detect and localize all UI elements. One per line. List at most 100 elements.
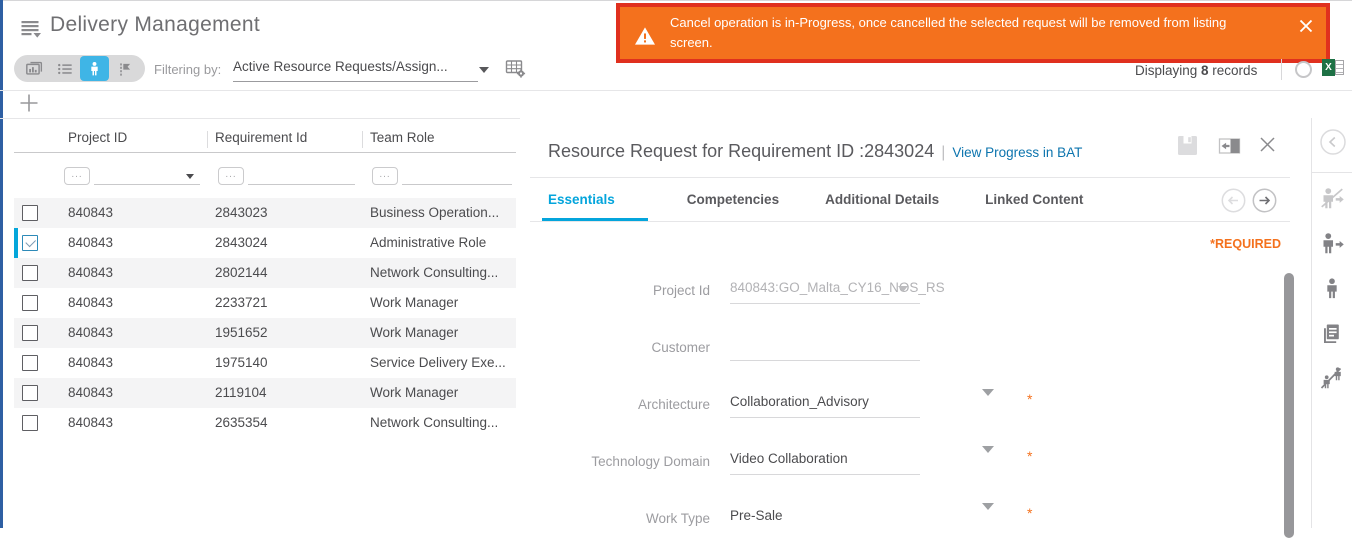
- unassign-resource-icon[interactable]: [1318, 186, 1346, 214]
- project-id-value[interactable]: 840843:GO_Malta_CY16_NOS_RS: [730, 280, 945, 295]
- column-header-team-role[interactable]: Team Role: [370, 130, 435, 145]
- row-checkbox[interactable]: [22, 205, 38, 221]
- tab-linked-content[interactable]: Linked Content: [985, 192, 1084, 207]
- row-checkbox[interactable]: [22, 265, 38, 281]
- add-request-button[interactable]: [18, 92, 40, 114]
- technology-domain-value[interactable]: Video Collaboration: [730, 451, 848, 466]
- table-row[interactable]: 840843 2802144 Network Consulting...: [14, 258, 516, 288]
- replace-resource-icon[interactable]: [1318, 366, 1346, 394]
- field-technology-domain: Technology Domain Video Collaboration *: [530, 436, 1290, 493]
- work-type-value[interactable]: Pre-Sale: [730, 508, 783, 523]
- row-checkbox[interactable]: [22, 355, 38, 371]
- alert-close-icon[interactable]: [1298, 18, 1314, 34]
- field-underline: [730, 417, 920, 418]
- table-row[interactable]: 840843 1975140 Service Delivery Exe...: [14, 348, 516, 378]
- view-progress-link[interactable]: View Progress in BAT: [952, 145, 1083, 160]
- field-architecture: Architecture Collaboration_Advisory *: [530, 379, 1290, 436]
- row-checkbox[interactable]: [22, 415, 38, 431]
- cell-project-id: 840843: [68, 355, 114, 370]
- cell-team-role: Administrative Role: [370, 235, 487, 250]
- list-view-icon[interactable]: [50, 56, 80, 81]
- row-checkbox-checked[interactable]: [22, 235, 38, 251]
- table-row[interactable]: 840843 2119104 Work Manager: [14, 378, 516, 408]
- excel-export-icon[interactable]: X: [1322, 58, 1347, 78]
- row-checkbox[interactable]: [22, 295, 38, 311]
- cell-requirement-id: 2802144: [215, 265, 268, 280]
- table-row[interactable]: 840843 1951652 Work Manager: [14, 318, 516, 348]
- cell-team-role: Network Consulting...: [370, 415, 499, 430]
- work-type-caret-icon[interactable]: [982, 503, 994, 510]
- project-id-filter-input[interactable]: [94, 184, 200, 185]
- view-switcher: [14, 55, 145, 82]
- technology-domain-caret-icon[interactable]: [982, 446, 994, 453]
- table-row[interactable]: 840843 2233721 Work Manager: [14, 288, 516, 318]
- filter-dropdown[interactable]: Active Resource Requests/Assign...: [233, 59, 448, 74]
- architecture-caret-icon[interactable]: [982, 389, 994, 396]
- architecture-value[interactable]: Collaboration_Advisory: [730, 394, 869, 409]
- collapse-panel-icon[interactable]: [1319, 128, 1347, 156]
- panel-scrollbar[interactable]: [1284, 273, 1294, 538]
- project-id-caret-icon[interactable]: [898, 286, 908, 292]
- project-id-filter-caret-icon[interactable]: [186, 174, 194, 179]
- warning-icon: [634, 26, 656, 46]
- table-row-selected[interactable]: 840843 2843024 Administrative Role: [14, 228, 516, 258]
- alert-message: Cancel operation is in-Progress, once ca…: [670, 14, 1227, 50]
- table-row[interactable]: 840843 2843023 Business Operation...: [14, 198, 516, 228]
- refresh-icon[interactable]: [1295, 61, 1312, 78]
- row-checkbox[interactable]: [22, 385, 38, 401]
- filtering-by-label: Filtering by:: [154, 62, 222, 77]
- field-label: Project Id: [652, 283, 710, 298]
- required-note: *REQUIRED: [1210, 237, 1281, 251]
- assign-resource-icon[interactable]: [1318, 231, 1346, 259]
- menu-icon[interactable]: [20, 17, 42, 39]
- field-underline: [730, 360, 920, 361]
- chart-view-icon[interactable]: [20, 56, 50, 81]
- table-top-divider: [0, 118, 520, 119]
- status-suffix: records: [1208, 63, 1258, 78]
- team-role-filter-input[interactable]: [402, 184, 512, 185]
- cell-requirement-id: 2635354: [215, 415, 268, 430]
- tab-essentials[interactable]: Essentials: [548, 192, 615, 207]
- dock-panel-icon[interactable]: [1216, 136, 1243, 156]
- table-row[interactable]: 840843 2635354 Network Consulting...: [14, 408, 516, 438]
- panel-tabs: Essentials Competencies Additional Detai…: [548, 192, 1083, 207]
- resource-request-panel: Resource Request for Requirement ID :284…: [530, 125, 1290, 528]
- tab-additional-details[interactable]: Additional Details: [825, 192, 940, 207]
- column-separator: [362, 131, 363, 148]
- close-panel-icon[interactable]: [1258, 135, 1277, 154]
- milestone-view-icon[interactable]: [109, 56, 139, 81]
- column-header-requirement-id[interactable]: Requirement Id: [215, 130, 308, 145]
- team-role-filter-button[interactable]: ...: [372, 167, 398, 185]
- excel-grid-glyph: [1335, 60, 1344, 75]
- field-underline: [730, 303, 920, 304]
- row-checkbox[interactable]: [22, 325, 38, 341]
- cell-team-role: Work Manager: [370, 295, 459, 310]
- field-label: Work Type: [645, 511, 710, 526]
- notes-document-icon[interactable]: [1318, 321, 1346, 349]
- tab-scroll-right-icon[interactable]: [1252, 188, 1277, 213]
- active-tab-indicator: [542, 218, 648, 222]
- resource-icon[interactable]: [1318, 276, 1346, 304]
- table-filter-row: ... ... ...: [14, 153, 516, 198]
- field-label: Customer: [651, 340, 710, 355]
- requests-table: Project ID Requirement Id Team Role ... …: [14, 127, 516, 438]
- grid-settings-icon[interactable]: [504, 57, 526, 79]
- filter-dropdown-underline: [233, 81, 478, 82]
- cell-project-id: 840843: [68, 205, 114, 220]
- required-asterisk: *: [1027, 391, 1033, 407]
- cell-team-role: Business Operation...: [370, 205, 500, 220]
- window-top-border: [0, 0, 1352, 1]
- title-separator: |: [941, 144, 946, 161]
- column-header-project-id[interactable]: Project ID: [68, 130, 128, 145]
- project-id-filter-button[interactable]: ...: [64, 167, 90, 185]
- cell-requirement-id: 1951652: [215, 325, 268, 340]
- save-icon[interactable]: [1175, 133, 1199, 157]
- cell-project-id: 840843: [68, 385, 114, 400]
- requirement-id-filter-button[interactable]: ...: [218, 167, 244, 185]
- people-view-icon[interactable]: [79, 56, 110, 81]
- tab-competencies[interactable]: Competencies: [686, 192, 780, 207]
- cell-team-role: Service Delivery Exe...: [370, 355, 506, 370]
- filter-dropdown-caret-icon[interactable]: [479, 67, 489, 73]
- requirement-id-filter-input[interactable]: [248, 184, 355, 185]
- tab-scroll-left-icon[interactable]: [1221, 188, 1246, 213]
